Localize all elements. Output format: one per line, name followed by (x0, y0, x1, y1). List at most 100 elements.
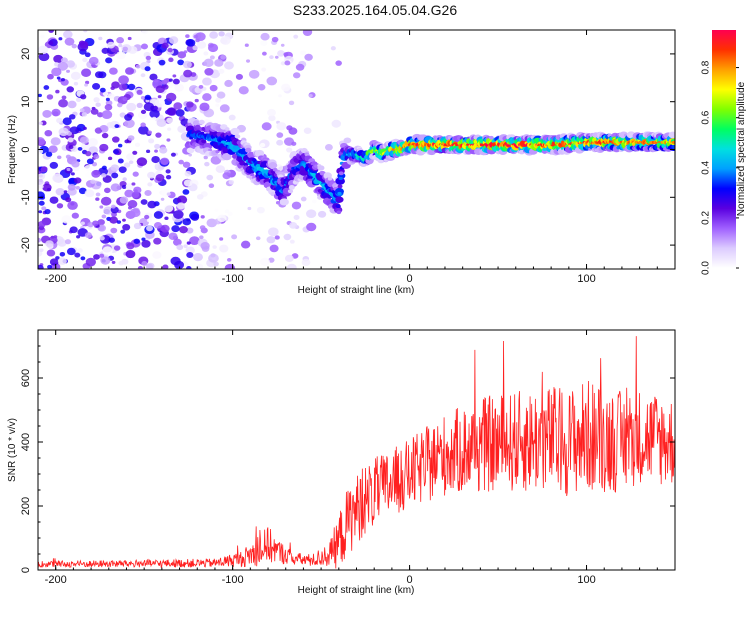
noise-blob (121, 184, 127, 190)
x-tick-label: -100 (222, 273, 244, 285)
noise-blob (95, 197, 100, 201)
noise-blob (107, 93, 115, 99)
noise-blob (240, 240, 251, 249)
ridge-blob (198, 119, 205, 125)
noise-blob (286, 147, 293, 153)
noise-blob (190, 213, 200, 221)
noise-blob (84, 52, 91, 58)
noise-blob (38, 220, 46, 228)
noise-blob (215, 165, 226, 174)
ridge-blob (317, 165, 325, 171)
colorbar-label: Normalized spectral amplitude (736, 81, 747, 216)
noise-blob (177, 59, 185, 66)
noise-blob (64, 37, 75, 46)
noise-blob (277, 50, 285, 57)
noise-blob (57, 239, 67, 247)
noise-blob (65, 197, 72, 203)
noise-blob (56, 117, 63, 124)
noise-blob (61, 95, 67, 100)
noise-blob (38, 137, 46, 146)
noise-blob (219, 237, 224, 241)
ridge-blob (336, 210, 342, 215)
noise-blob (206, 174, 214, 181)
noise-blob (48, 145, 58, 154)
y-tick-label: 0 (20, 146, 32, 152)
ridge-blob (668, 131, 675, 139)
noise-blob (133, 238, 140, 244)
x-axis-label: Height of straight line (km) (298, 585, 415, 596)
noise-blob (176, 202, 186, 210)
noise-blob (78, 187, 87, 195)
noise-blob (107, 156, 113, 161)
noise-blob (79, 41, 89, 49)
noise-blob (219, 104, 230, 113)
noise-blob (88, 146, 99, 155)
noise-blob (66, 69, 70, 73)
noise-blob (68, 114, 76, 120)
noise-blob (171, 225, 180, 233)
noise-blob (193, 253, 203, 262)
ridge-core (337, 191, 342, 196)
noise-blob (125, 67, 135, 75)
noise-blob (202, 77, 212, 86)
noise-blob (77, 146, 83, 151)
noise-blob (177, 195, 188, 205)
noise-blob (118, 43, 123, 48)
y-tick-label: 600 (20, 369, 32, 387)
noise-blob (206, 218, 218, 228)
noise-blob (43, 85, 50, 90)
noise-blob (95, 102, 101, 107)
noise-blob (67, 200, 78, 210)
noise-blob (267, 108, 276, 117)
noise-blob (293, 214, 300, 220)
noise-blob (177, 125, 187, 133)
noise-blob (77, 248, 83, 253)
noise-blob (85, 151, 92, 157)
noise-blob (291, 141, 297, 146)
noise-blob (74, 252, 81, 258)
noise-blob (80, 256, 86, 261)
heatmap-layer (38, 30, 675, 269)
noise-blob (119, 112, 126, 118)
ridge-blob (186, 147, 195, 154)
noise-blob (97, 112, 104, 118)
noise-blob (274, 235, 280, 240)
noise-blob (87, 221, 94, 228)
noise-blob (75, 186, 80, 190)
noise-blob (210, 253, 216, 258)
noise-blob (141, 260, 148, 266)
noise-blob (42, 183, 52, 192)
noise-blob (162, 264, 169, 269)
noise-blob (118, 83, 128, 91)
noise-blob (199, 102, 210, 112)
ridge-blob (222, 152, 232, 161)
noise-blob (38, 93, 42, 98)
noise-blob (147, 171, 156, 179)
x-axis-label: Height of straight line (km) (298, 285, 415, 296)
noise-blob (147, 130, 153, 135)
noise-blob (50, 137, 61, 146)
noise-blob (126, 102, 137, 112)
noise-blob (124, 139, 129, 144)
noise-blob (69, 126, 80, 135)
noise-blob (38, 174, 43, 178)
noise-blob (60, 57, 68, 64)
noise-blob (136, 89, 143, 95)
noise-blob (220, 54, 227, 60)
noise-blob (163, 204, 174, 213)
noise-blob (140, 43, 149, 50)
noise-blob (256, 206, 265, 214)
noise-blob (98, 167, 109, 176)
noise-blob (214, 208, 219, 212)
noise-blob (311, 199, 317, 204)
ridge-blob (195, 124, 201, 129)
noise-blob (202, 93, 212, 102)
noise-blob (216, 91, 226, 99)
noise-blob (67, 183, 76, 191)
figure: S233.2025.164.05.04.G26 -200 -100 0 100 -20-… (7, 2, 747, 596)
noise-blob (260, 40, 268, 47)
ridge-blob (327, 177, 333, 181)
noise-blob (303, 127, 312, 134)
noise-blob (131, 191, 140, 199)
noise-blob (128, 160, 134, 165)
